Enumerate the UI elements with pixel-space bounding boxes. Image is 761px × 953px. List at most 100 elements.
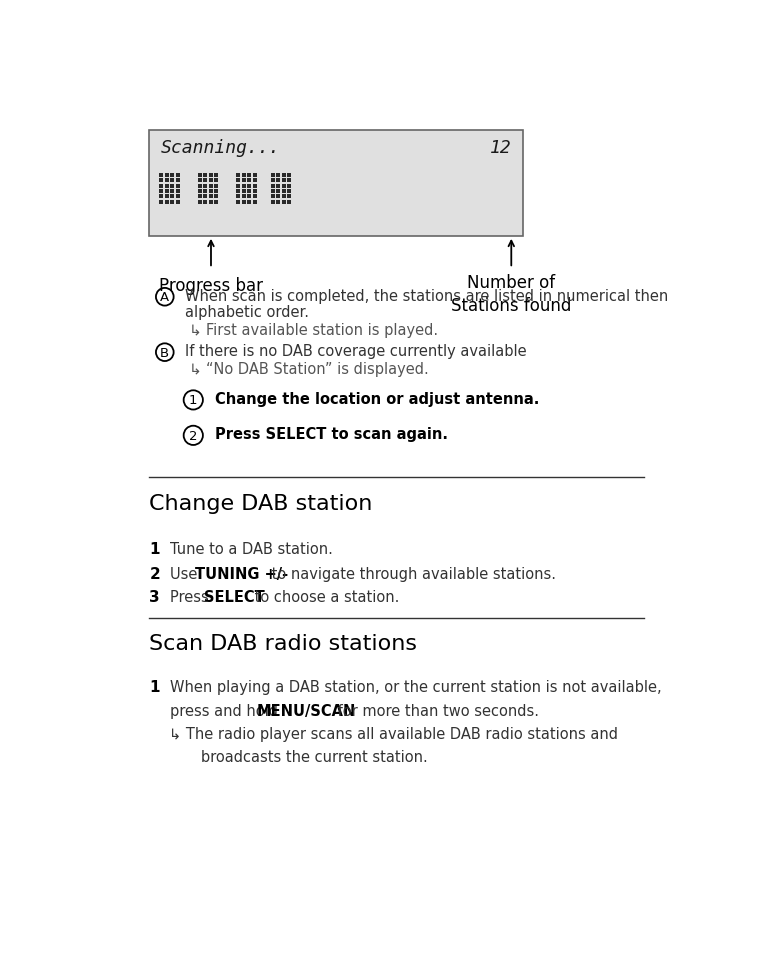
Bar (198, 184, 202, 189)
Bar (282, 184, 286, 189)
Bar (165, 179, 169, 183)
Bar (176, 200, 180, 205)
Text: SELECT: SELECT (204, 590, 264, 605)
Text: “No DAB Station” is displayed.: “No DAB Station” is displayed. (206, 362, 429, 377)
Bar (271, 190, 275, 193)
Bar (170, 195, 174, 199)
Bar (247, 173, 251, 177)
Bar (198, 179, 202, 183)
Text: First available station is played.: First available station is played. (206, 323, 438, 337)
Bar (247, 190, 251, 193)
Bar (271, 200, 275, 205)
Bar (237, 179, 240, 183)
Bar (214, 200, 218, 205)
Bar (209, 200, 212, 205)
Bar (287, 200, 291, 205)
Bar (253, 195, 256, 199)
Bar (214, 179, 218, 183)
Bar (203, 179, 207, 183)
Bar (276, 184, 281, 189)
Bar (253, 179, 256, 183)
Bar (242, 190, 246, 193)
Bar (159, 195, 164, 199)
Bar (242, 173, 246, 177)
Bar (287, 184, 291, 189)
Text: Press: Press (170, 590, 214, 605)
Bar (237, 173, 240, 177)
Text: press and hold: press and hold (170, 702, 283, 718)
Bar (276, 195, 281, 199)
Bar (176, 184, 180, 189)
Bar (282, 179, 286, 183)
Text: Change the location or adjust antenna.: Change the location or adjust antenna. (215, 392, 540, 406)
Bar (203, 195, 207, 199)
Bar (253, 200, 256, 205)
Bar (198, 190, 202, 193)
Bar (209, 173, 212, 177)
Bar (165, 190, 169, 193)
Bar (170, 179, 174, 183)
Bar (176, 179, 180, 183)
Bar (159, 184, 164, 189)
Text: Scanning...: Scanning... (161, 139, 281, 157)
Bar (170, 184, 174, 189)
Bar (214, 190, 218, 193)
Bar (214, 173, 218, 177)
Bar (276, 179, 281, 183)
Bar (165, 184, 169, 189)
Bar (253, 184, 256, 189)
Text: If there is no DAB coverage currently available: If there is no DAB coverage currently av… (185, 344, 527, 358)
Bar (287, 173, 291, 177)
Bar (159, 173, 164, 177)
Bar (247, 184, 251, 189)
Bar (271, 195, 275, 199)
Text: 1: 1 (189, 394, 198, 407)
Bar (282, 200, 286, 205)
Bar (242, 200, 246, 205)
Text: TUNING +/-: TUNING +/- (195, 567, 288, 581)
Bar (271, 173, 275, 177)
Text: ↳: ↳ (189, 323, 202, 337)
Bar (276, 200, 281, 205)
Bar (276, 190, 281, 193)
Text: Tune to a DAB station.: Tune to a DAB station. (170, 541, 333, 557)
Bar (176, 173, 180, 177)
Bar (165, 195, 169, 199)
Text: alphabetic order.: alphabetic order. (185, 305, 309, 320)
Bar (165, 173, 169, 177)
Bar (159, 190, 164, 193)
Bar (271, 184, 275, 189)
Bar (282, 173, 286, 177)
Bar (282, 190, 286, 193)
Bar (198, 195, 202, 199)
Bar (209, 190, 212, 193)
Bar (287, 179, 291, 183)
Text: to choose a station.: to choose a station. (250, 590, 400, 605)
Bar (198, 173, 202, 177)
Bar (247, 200, 251, 205)
Bar (282, 195, 286, 199)
Bar (203, 200, 207, 205)
Bar (203, 173, 207, 177)
Text: Press SELECT to scan again.: Press SELECT to scan again. (215, 427, 447, 441)
Text: 2: 2 (189, 430, 198, 442)
Text: ↳: ↳ (189, 362, 202, 377)
Bar (209, 184, 212, 189)
Bar (253, 190, 256, 193)
Bar (198, 200, 202, 205)
Bar (247, 195, 251, 199)
Text: 1: 1 (149, 541, 160, 557)
Bar (247, 179, 251, 183)
Bar (276, 173, 281, 177)
Bar (242, 184, 246, 189)
Bar (271, 179, 275, 183)
Bar (209, 195, 212, 199)
Text: 3: 3 (149, 590, 160, 605)
Bar (237, 190, 240, 193)
Bar (170, 200, 174, 205)
Bar (287, 195, 291, 199)
Text: 1: 1 (149, 679, 160, 695)
Text: Change DAB station: Change DAB station (149, 494, 373, 514)
Bar (149, 132, 523, 236)
Bar (209, 179, 212, 183)
